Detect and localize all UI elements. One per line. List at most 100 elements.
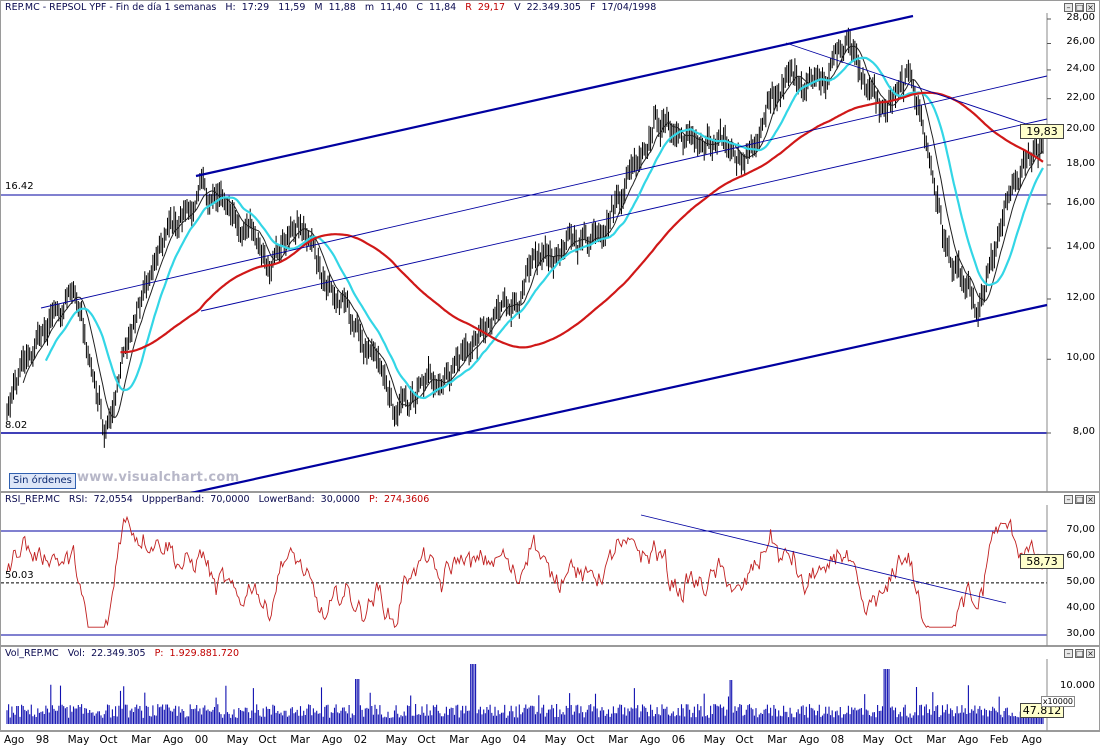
time-axis-label: 08 (830, 734, 845, 746)
price-y-tick: 10,00 (1066, 352, 1095, 364)
close-value: 11,84 (429, 2, 457, 13)
close-pane-button[interactable]: × (1086, 3, 1095, 12)
time-axis-label: Ago (1021, 734, 1042, 746)
watermark: www.visualchart.com (77, 470, 240, 485)
vol-p-value: 1.929.881.720 (169, 648, 240, 659)
high-value: 11,88 (328, 2, 356, 13)
volume-chart (6, 659, 1048, 732)
time-axis-label: 98 (35, 734, 50, 746)
upper-level-label: 16.42 (5, 181, 34, 192)
volume-y-tick: 10.000 (1060, 680, 1095, 691)
time-axis-label: Mar (449, 734, 469, 746)
time-axis-label: May (385, 734, 408, 746)
time-axis-label: Mar (608, 734, 628, 746)
rsi-y-tick: 50,00 (1066, 576, 1095, 587)
price-y-tick: 22,00 (1066, 91, 1095, 103)
change-label: R (465, 2, 472, 13)
last-price-marker: 19,83 (1020, 124, 1064, 139)
time-axis-label: Mar (767, 734, 787, 746)
time-axis-label: Ago (799, 734, 820, 746)
date-label: F (590, 2, 596, 13)
cyan-moving-average (44, 56, 1044, 400)
time-axis-label: 04 (512, 734, 527, 746)
vol-minimize-button[interactable]: – (1064, 649, 1073, 658)
time-axis: Ago 98 May Oct Mar Ago 00 May Oct Mar Ago 02 May Oct M… (0, 731, 1100, 748)
volume-pane[interactable]: Vol_REP.MC Vol: 22.349.305 P: 1.929.881.72… (0, 646, 1100, 732)
volume-multiplier: x10000 (1040, 696, 1075, 707)
channel-upper-line (195, 14, 914, 178)
time-axis-label: Ago (163, 734, 184, 746)
price-header: REP.MC - REPSOL YPF - Fin de día 1 seman… (5, 2, 662, 13)
rsi-y-tick: 60,00 (1066, 550, 1095, 561)
price-y-tick: 18,00 (1066, 158, 1095, 169)
upper-band-value: 70,0000 (210, 494, 250, 505)
time-axis-label: Ago (958, 734, 979, 746)
orders-button[interactable]: Sin órdenes (9, 473, 76, 489)
time-value: 17:29 (241, 2, 270, 13)
vol-maximize-button[interactable]: □ (1075, 649, 1084, 658)
time-axis-label: Oct (576, 734, 595, 746)
rsi-y-tick: 30,00 (1066, 628, 1095, 639)
volume-header: Vol_REP.MC Vol: 22.349.305 P: 1.929.881.72… (5, 648, 245, 659)
time-axis-label: May (544, 734, 567, 746)
down-trend-line (785, 42, 1042, 130)
vol-label: Vol: (67, 648, 86, 659)
rsi-chart (1, 505, 1048, 647)
date-value: 17/04/1998 (601, 2, 657, 13)
rsi-line (6, 515, 1044, 628)
time-axis-label: Mar (926, 734, 946, 746)
time-axis-label: Ago (481, 734, 502, 746)
rsi-header: RSI_REP.MC RSI: 72,0554 UppperBand: 70,000… (5, 494, 435, 505)
channel-mid-line-1 (40, 75, 1048, 309)
change-value: 29,17 (477, 2, 506, 13)
rsi-minimize-button[interactable]: – (1064, 495, 1073, 504)
rsi-y-tick: 70,00 (1066, 524, 1095, 535)
time-label: H: (225, 2, 236, 13)
channel-lower-line (190, 303, 1048, 493)
time-axis-label: Oct (99, 734, 118, 746)
time-axis-label: Oct (735, 734, 754, 746)
time-axis-label: 00 (194, 734, 209, 746)
volume-label: V (514, 2, 521, 13)
open-value: 11,59 (278, 2, 306, 13)
high-label: M (314, 2, 323, 13)
rsi-value: 72,0554 (93, 494, 133, 505)
time-axis-label: Oct (417, 734, 436, 746)
upper-band-label: UppperBand: (141, 494, 205, 505)
symbol-title: REP.MC - REPSOL YPF - Fin de día 1 seman… (5, 2, 217, 13)
rsi-pane[interactable]: RSI_REP.MC RSI: 72,0554 UppperBand: 70,000… (0, 492, 1100, 647)
minimize-pane-button[interactable]: – (1064, 3, 1073, 12)
lower-band-value: 30,0000 (320, 494, 360, 505)
rsi-close-button[interactable]: × (1086, 495, 1095, 504)
lower-level-label: 8.02 (5, 420, 28, 431)
time-axis-label: Oct (894, 734, 913, 746)
time-axis-label: Ago (640, 734, 661, 746)
rsi-name: RSI_REP.MC (5, 494, 60, 505)
time-axis-label: 06 (671, 734, 686, 746)
time-axis-label: May (226, 734, 249, 746)
price-y-tick: 26,00 (1066, 36, 1095, 48)
price-y-tick: 24,00 (1066, 62, 1095, 74)
lower-band-label: LowerBand: (258, 494, 315, 505)
time-axis-label: Ago (322, 734, 343, 746)
price-y-tick: 8,00 (1072, 426, 1095, 437)
time-axis-label: Mar (131, 734, 151, 746)
maximize-pane-button[interactable]: □ (1075, 3, 1084, 12)
rsi-maximize-button[interactable]: □ (1075, 495, 1084, 504)
time-axis-label: Feb (989, 734, 1009, 746)
low-value: 11,40 (380, 2, 408, 13)
price-y-tick: 16,00 (1066, 196, 1095, 208)
low-label: m (364, 2, 375, 13)
price-pane[interactable]: REP.MC - REPSOL YPF - Fin de día 1 seman… (0, 0, 1100, 493)
time-axis-label: Oct (258, 734, 277, 746)
price-y-tick: 14,00 (1066, 241, 1095, 253)
time-axis-label: May (862, 734, 885, 746)
volume-bars (6, 664, 1044, 724)
volume-value: 22.349.305 (526, 2, 581, 13)
time-axis-label: Mar (290, 734, 310, 746)
time-axis-label: May (67, 734, 90, 746)
vol-close-button[interactable]: × (1086, 649, 1095, 658)
channel-mid-line-2 (200, 118, 1048, 312)
price-y-tick: 28,00 (1066, 12, 1095, 23)
